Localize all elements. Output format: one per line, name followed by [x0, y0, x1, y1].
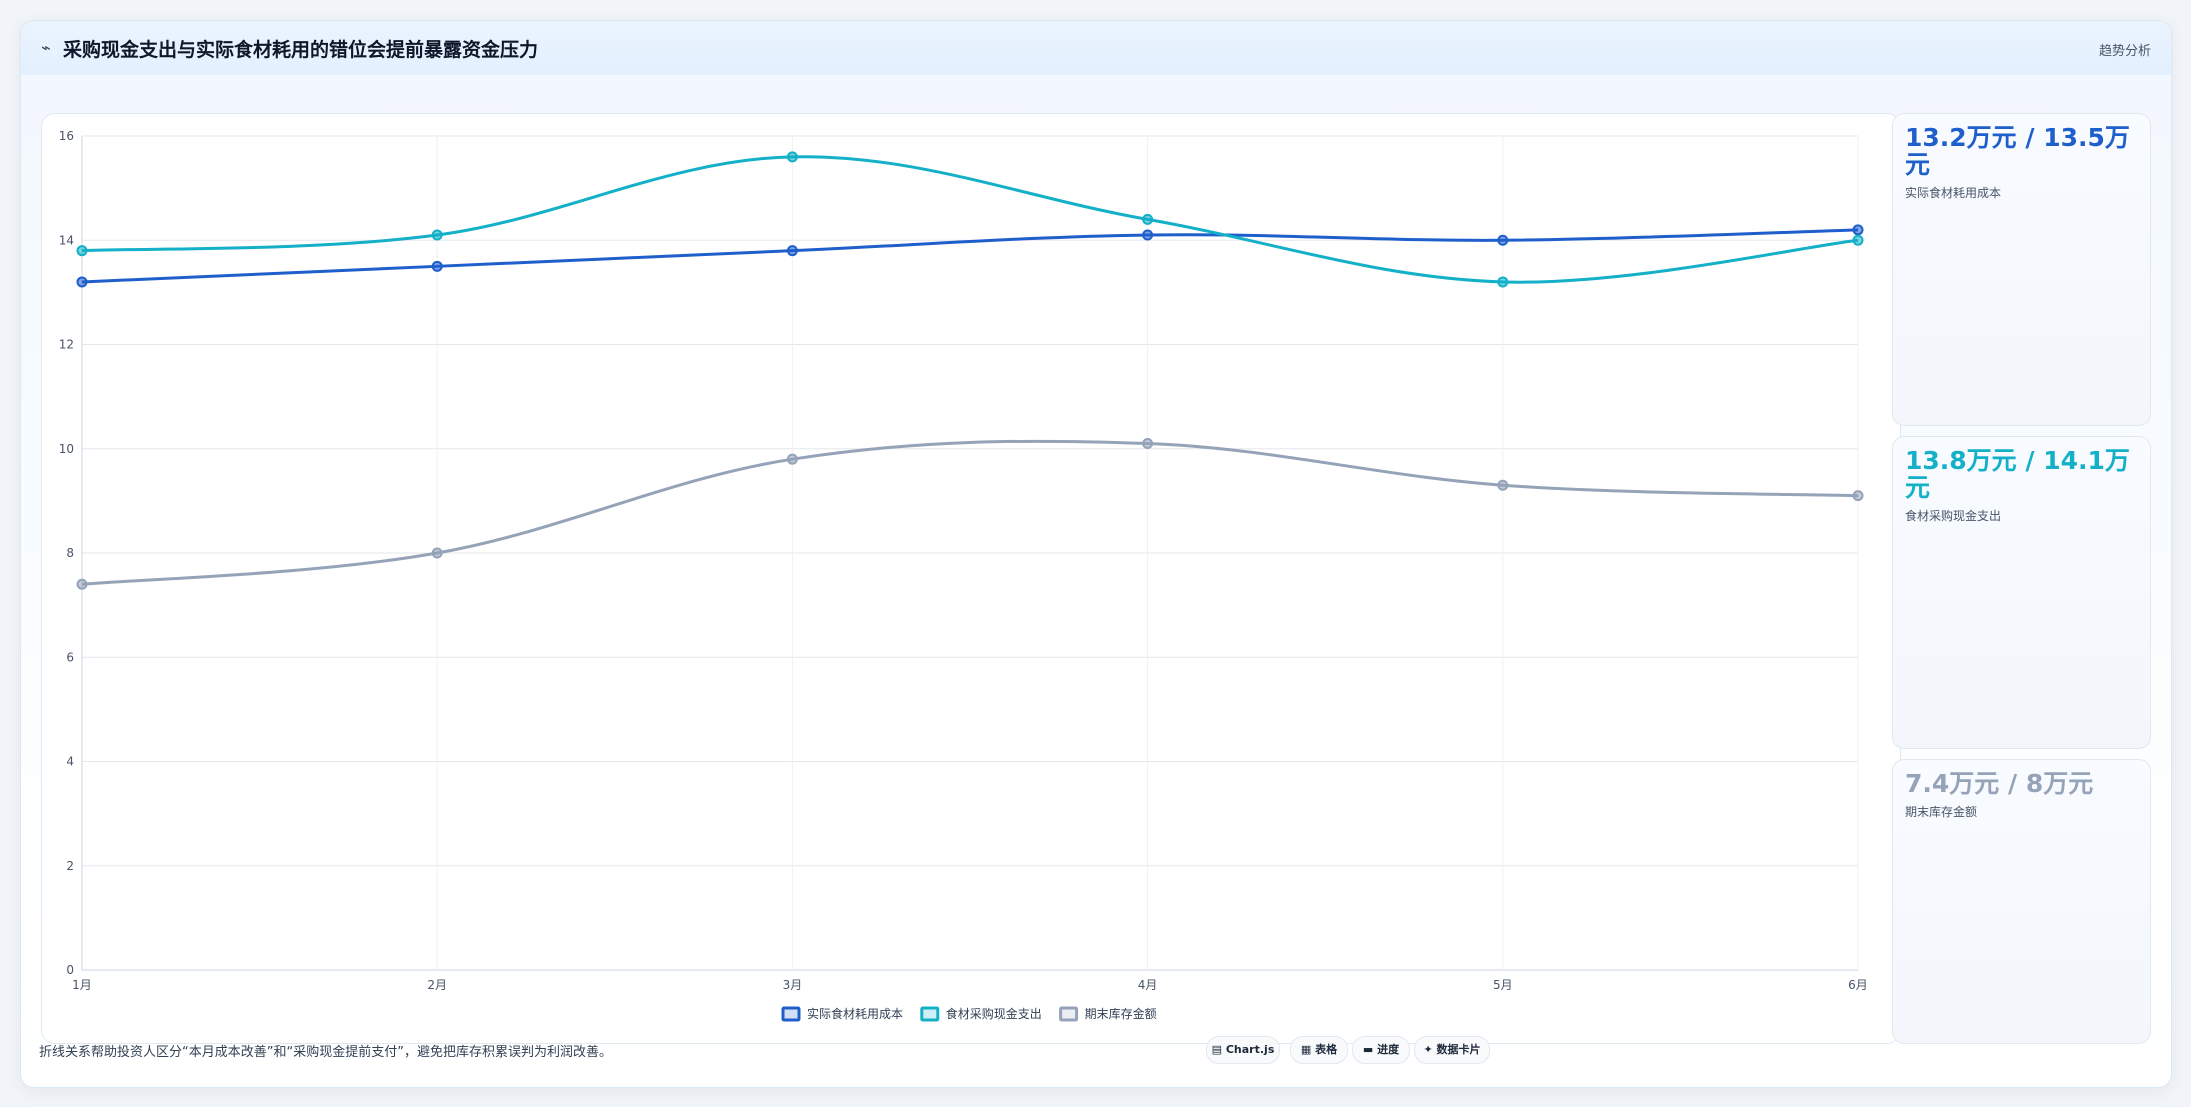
legend-swatch-1: [920, 1006, 940, 1022]
data-point: [786, 453, 798, 465]
kpi-card-purchase: 13.8万元 / 14.1万元 食材采购现金支出: [1892, 436, 2151, 749]
progress-icon: ▬: [1362, 1043, 1374, 1056]
data-point: [76, 276, 88, 288]
y-tick-label: 14: [59, 233, 74, 247]
y-tick-label: 2: [66, 859, 74, 873]
chart-card: ⌁ 采购现金支出与实际食材耗用的错位会提前暴露资金压力 趋势分析 0 2 4 6 8 10…: [20, 20, 2172, 1088]
data-point: [76, 578, 88, 590]
pill-data-card[interactable]: ✦ 数据卡片: [1414, 1036, 1490, 1064]
pill-chartjs[interactable]: ▤ Chart.js: [1206, 1036, 1280, 1064]
data-point: [786, 151, 798, 163]
data-point: [1497, 276, 1509, 288]
chart-icon: ▤: [1211, 1043, 1223, 1056]
x-tick-label: 2月: [427, 978, 447, 992]
kpi-card-cost: 13.2万元 / 13.5万元 实际食材耗用成本: [1892, 113, 2151, 426]
table-icon: ▦: [1300, 1043, 1312, 1056]
data-point: [1497, 479, 1509, 491]
legend-label-1: 食材采购现金支出: [946, 1006, 1042, 1021]
data-point: [786, 245, 798, 257]
card-icon: ✦: [1423, 1043, 1433, 1056]
pill-table-label: 表格: [1315, 1043, 1338, 1056]
x-tick-label: 1月: [72, 978, 92, 992]
data-point: [431, 229, 443, 241]
pill-data-card-label: 数据卡片: [1436, 1043, 1481, 1056]
data-point: [431, 260, 443, 272]
view-switcher: ▤ Chart.js ▦ 表格 ▬ 进度 ✦ 数据卡片: [0, 1036, 2191, 1066]
pill-progress-label: 进度: [1377, 1043, 1400, 1056]
legend-swatch-0: [781, 1006, 801, 1022]
kpi-card-inventory: 7.4万元 / 8万元 期末库存金额: [1892, 759, 2151, 1044]
kpi-label-purchase: 食材采购现金支出: [1905, 509, 2002, 523]
data-point: [76, 245, 88, 257]
y-tick-label: 0: [66, 963, 74, 977]
y-tick-label: 6: [66, 650, 74, 664]
series-line-0: [81, 228, 1859, 284]
y-tick-label: 12: [59, 338, 74, 352]
data-point: [1852, 490, 1864, 502]
line-chart-panel: 0 2 4 6 8 10 12 14 16 1月 2月 3月 4月 5月 6月实际食材耗用成本 食材采购现金支…: [41, 113, 1901, 1044]
kpi-value-purchase: 13.8万元 / 14.1万元: [1905, 446, 2130, 502]
data-point: [1852, 224, 1864, 236]
trend-line-icon: ⌁: [41, 38, 51, 57]
kpi-label-cost: 实际食材耗用成本: [1905, 186, 2002, 200]
y-tick-label: 8: [66, 546, 74, 560]
kpi-value-cost: 13.2万元 / 13.5万元: [1905, 123, 2130, 179]
kpi-label-inventory: 期末库存金额: [1905, 805, 1978, 819]
x-tick-label: 4月: [1138, 978, 1158, 992]
x-tick-label: 5月: [1493, 978, 1513, 992]
series-line-2: [81, 439, 1859, 586]
data-point: [1142, 438, 1154, 450]
series-line-1: [81, 155, 1859, 284]
y-tick-label: 10: [59, 442, 74, 456]
x-tick-label: 6月: [1848, 978, 1868, 992]
chart-footnote: 折线关系帮助投资人区分“本月成本改善”和“采购现金提前支付”，避免把库存积累误判…: [39, 1045, 612, 1060]
pill-chartjs-label: Chart.js: [1225, 1043, 1275, 1056]
y-tick-label: 16: [59, 129, 74, 143]
card-header: ⌁ 采购现金支出与实际食材耗用的错位会提前暴露资金压力 趋势分析: [21, 21, 2171, 76]
data-point: [431, 547, 443, 559]
data-point: [1852, 234, 1864, 246]
pill-table[interactable]: ▦ 表格: [1290, 1036, 1348, 1064]
data-point: [1497, 234, 1509, 246]
analysis-tag: 趋势分析: [2098, 44, 2151, 59]
legend-label-0: 实际食材耗用成本: [807, 1006, 903, 1021]
kpi-value-inventory: 7.4万元 / 8万元: [1905, 769, 2094, 798]
y-tick-label: 4: [66, 755, 74, 769]
data-point: [1142, 213, 1154, 225]
legend-swatch-2: [1059, 1006, 1079, 1022]
card-title: 采购现金支出与实际食材耗用的错位会提前暴露资金压力: [63, 39, 539, 61]
data-point: [1142, 229, 1154, 241]
legend-label-2: 期末库存金额: [1085, 1006, 1157, 1021]
card-body: 0 2 4 6 8 10 12 14 16 1月 2月 3月 4月 5月 6月 实际食材耗用成本 食材采购现金支…: [21, 75, 2171, 1087]
x-tick-label: 3月: [783, 978, 803, 992]
pill-progress[interactable]: ▬ 进度: [1352, 1036, 1410, 1064]
